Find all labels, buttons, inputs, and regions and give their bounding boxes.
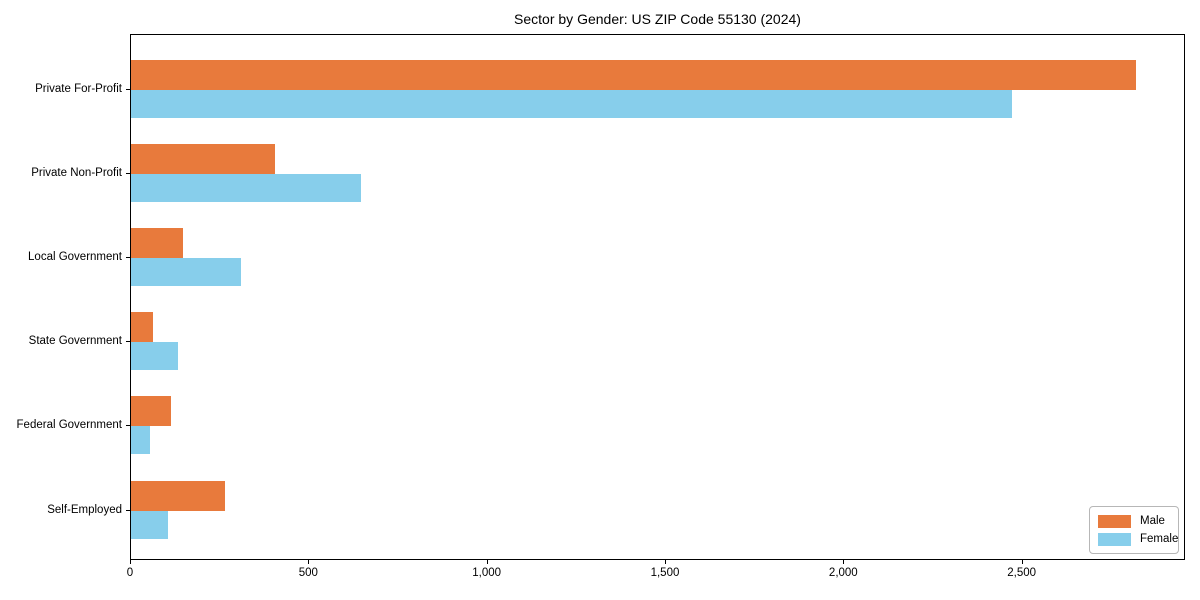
y-tick-label-local-government: Local Government [28,250,122,263]
x-tick-2000 [843,560,845,564]
legend-label-female: Female [1140,532,1179,545]
x-tick-label-500: 500 [298,567,318,579]
bar-male-private-non-profit [131,143,276,174]
y-tick-label-federal-government: Federal Government [16,419,122,432]
bar-female-private-non-profit [131,173,362,202]
bar-female-private-for-profit [131,89,1012,118]
female-color-swatch [1098,532,1131,546]
x-tick-500 [308,560,310,564]
x-tick-label-1000: 1,000 [472,567,502,579]
x-tick-0 [130,560,131,564]
bar-female-federal-government [131,426,151,455]
bar-male-federal-government [131,396,171,427]
y-tick-label-state-government: State Government [28,335,122,348]
y-tick-label-private-non-profit: Private Non-Profit [31,166,122,179]
legend: Male Female [1089,506,1179,554]
bar-female-self-employed [131,510,169,539]
legend-item-male: Male [1098,514,1170,528]
male-color-swatch [1098,514,1131,528]
bar-male-state-government [131,312,153,343]
x-tick-label-2000: 2,000 [828,567,858,579]
x-tick-label-1500: 1,500 [650,567,680,579]
bar-male-private-for-profit [131,59,1136,90]
x-tick-1500 [664,560,666,564]
bar-male-self-employed [131,480,226,511]
x-tick-1000 [486,560,488,564]
y-tick-state-government [126,341,130,343]
legend-label-male: Male [1140,514,1165,527]
y-tick-federal-government [126,425,130,427]
bar-female-state-government [131,342,179,371]
legend-item-female: Female [1098,532,1178,546]
x-tick-label-0: 0 [126,567,134,579]
bar-female-local-government [131,257,242,286]
y-tick-label-private-for-profit: Private For-Profit [35,82,122,95]
bar-male-local-government [131,227,184,258]
x-tick-2500 [1021,560,1023,564]
chart-title: Sector by Gender: US ZIP Code 55130 (202… [514,11,801,27]
plot-area [130,34,1185,560]
x-tick-label-2500: 2,500 [1007,567,1037,579]
y-tick-local-government [126,256,130,258]
y-tick-self-employed [126,509,130,511]
y-tick-private-non-profit [126,172,130,174]
y-tick-private-for-profit [126,88,130,90]
y-tick-label-self-employed: Self-Employed [47,503,122,516]
